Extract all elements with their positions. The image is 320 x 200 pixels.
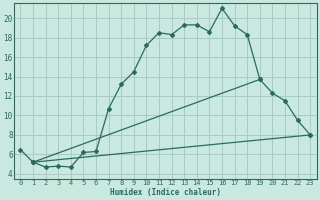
X-axis label: Humidex (Indice chaleur): Humidex (Indice chaleur) [110, 188, 221, 197]
